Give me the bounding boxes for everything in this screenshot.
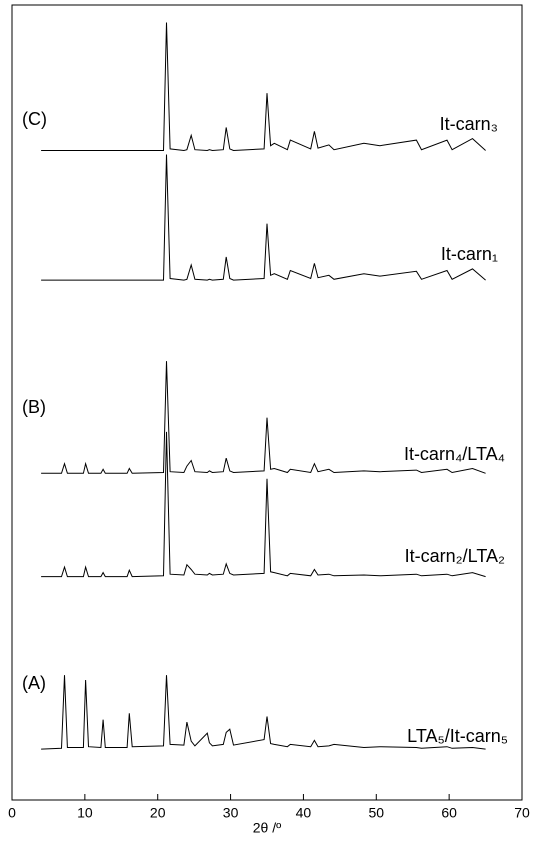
- trace: [41, 361, 486, 474]
- trace: [41, 22, 486, 152]
- plot-frame: [11, 4, 523, 801]
- series-label: It-carn₂/LTA₂: [405, 546, 505, 566]
- panel-label: (C): [22, 109, 47, 129]
- trace: [41, 154, 486, 281]
- x-tick-label: 20: [150, 805, 166, 821]
- trace: [41, 431, 486, 578]
- panel-label: (A): [22, 673, 46, 693]
- series-label: LTA₅/It-carn₅: [407, 726, 508, 746]
- x-tick-label: 40: [296, 805, 312, 821]
- x-tick-label: 50: [368, 805, 384, 821]
- x-tick-label: 60: [441, 805, 457, 821]
- x-axis-title: 2θ /º: [253, 820, 281, 836]
- x-tick-label: 10: [77, 805, 93, 821]
- series-label: It-carn₄/LTA₄: [404, 444, 505, 464]
- series-label: It-carn₃: [440, 114, 498, 134]
- trace: [41, 675, 486, 750]
- panel-label: (B): [22, 397, 46, 417]
- x-tick-label: 30: [223, 805, 239, 821]
- x-tick-label: 70: [514, 805, 530, 821]
- series-label: It-carn₁: [441, 244, 498, 264]
- x-tick-label: 0: [8, 805, 16, 821]
